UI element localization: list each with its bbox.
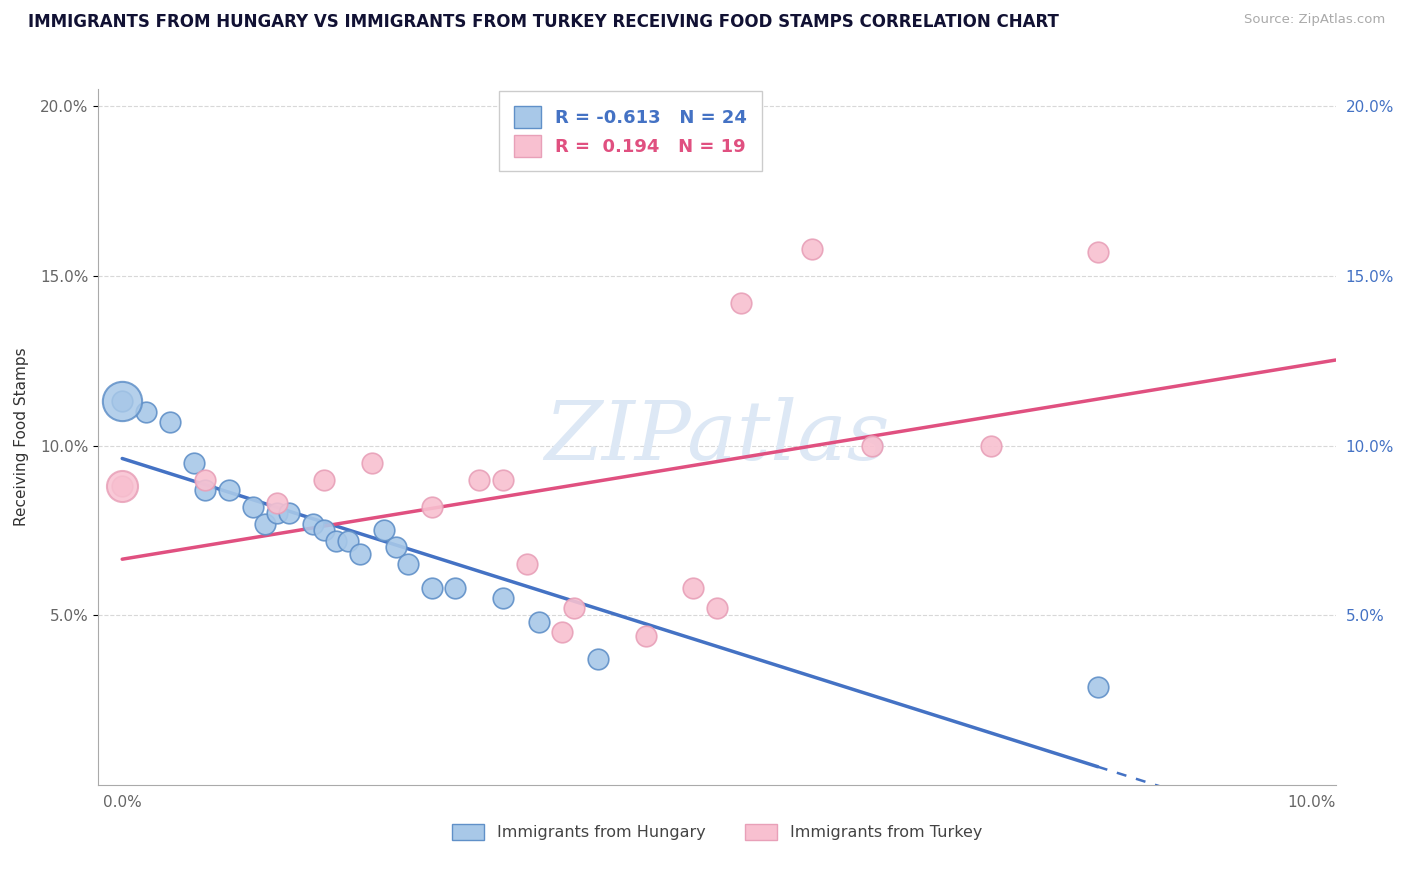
Point [111, 479, 134, 493]
Point [218, 483, 240, 497]
Point [420, 500, 443, 514]
Text: Source: ZipAtlas.com: Source: ZipAtlas.com [1244, 13, 1385, 27]
Point [1087, 680, 1109, 694]
Legend: Immigrants from Hungary, Immigrants from Turkey: Immigrants from Hungary, Immigrants from… [446, 817, 988, 847]
Text: ZIPatlas: ZIPatlas [544, 397, 890, 477]
Point [349, 547, 371, 561]
Point [492, 473, 515, 487]
Point [420, 581, 443, 595]
Point [527, 615, 550, 629]
Point [634, 629, 657, 643]
Point [111, 394, 134, 409]
Point [586, 652, 609, 666]
Point [159, 415, 181, 429]
Point [111, 479, 134, 493]
Point [492, 591, 515, 606]
Point [516, 558, 538, 572]
Point [253, 516, 276, 531]
Point [183, 456, 205, 470]
Point [242, 500, 264, 514]
Point [801, 242, 824, 256]
Point [385, 541, 408, 555]
Point [1087, 245, 1109, 260]
Y-axis label: Receiving Food Stamps: Receiving Food Stamps [14, 348, 30, 526]
Point [111, 394, 134, 409]
Point [361, 456, 384, 470]
Point [730, 296, 752, 310]
Point [682, 581, 704, 595]
Point [314, 473, 336, 487]
Point [551, 625, 574, 640]
Point [314, 524, 336, 538]
Point [194, 473, 217, 487]
Point [277, 507, 299, 521]
Point [266, 496, 288, 510]
Point [444, 581, 467, 595]
Point [325, 533, 347, 548]
Point [562, 601, 585, 615]
Text: IMMIGRANTS FROM HUNGARY VS IMMIGRANTS FROM TURKEY RECEIVING FOOD STAMPS CORRELAT: IMMIGRANTS FROM HUNGARY VS IMMIGRANTS FR… [28, 13, 1059, 31]
Point [860, 439, 883, 453]
Point [396, 558, 419, 572]
Point [373, 524, 395, 538]
Point [706, 601, 728, 615]
Point [337, 533, 360, 548]
Point [194, 483, 217, 497]
Point [301, 516, 323, 531]
Point [266, 507, 288, 521]
Point [980, 439, 1002, 453]
Point [468, 473, 491, 487]
Point [135, 404, 157, 418]
